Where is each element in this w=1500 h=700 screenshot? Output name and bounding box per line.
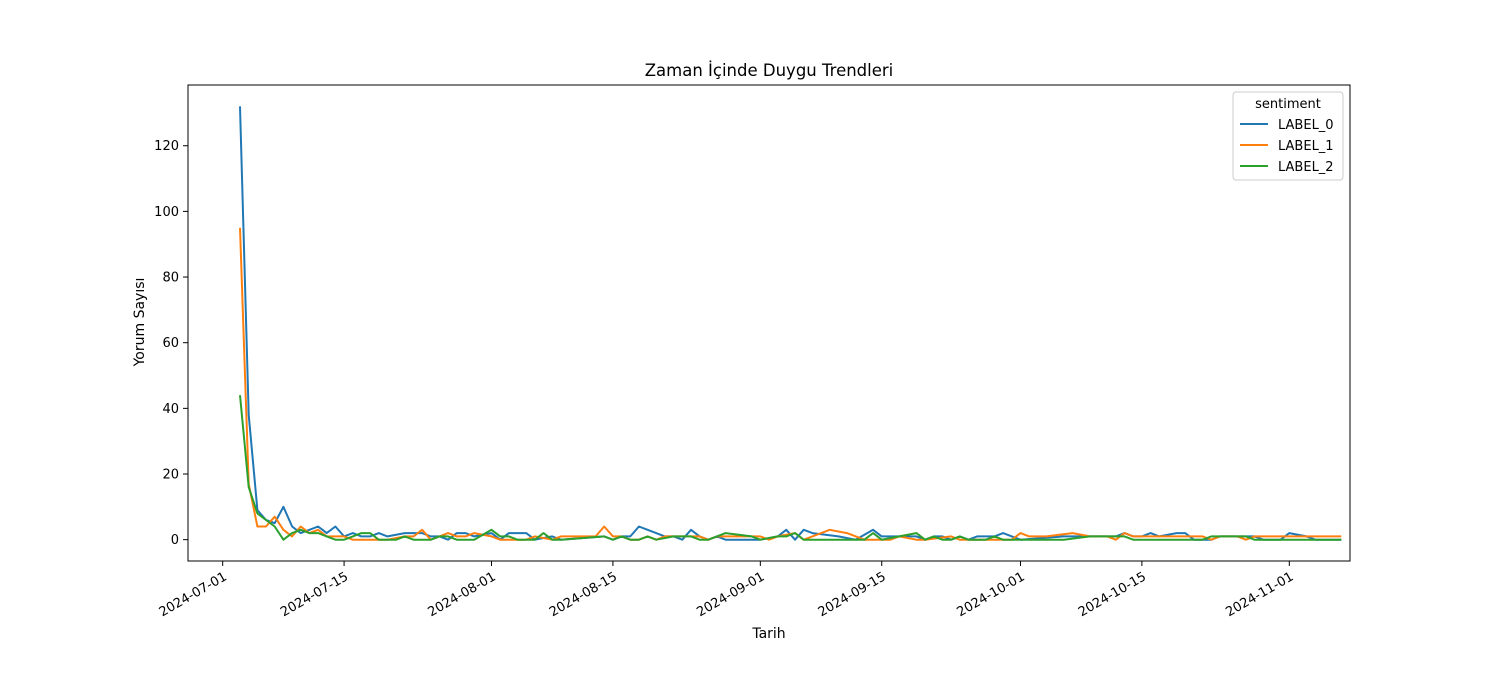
x-axis-label: Tarih (751, 626, 785, 642)
legend-entry-label-2: LABEL_2 (1278, 160, 1334, 175)
chart-title: Zaman İçinde Duygu Trendleri (645, 61, 894, 80)
plot-frame (187, 84, 1351, 562)
legend-entry-label-0: LABEL_0 (1278, 118, 1334, 133)
y-tick-label: 40 (162, 402, 179, 417)
y-tick-label: 60 (162, 336, 179, 351)
legend-title: sentiment (1255, 97, 1321, 112)
legend-box (1232, 91, 1344, 181)
legend-entry-label-1: LABEL_1 (1278, 139, 1334, 154)
legend: sentiment LABEL_0 LABEL_1 LABEL_2 (1232, 91, 1344, 181)
series-layer (239, 106, 1342, 541)
y-tick-label: 80 (162, 271, 179, 286)
y-tick-label: 100 (154, 205, 179, 220)
y-tick-label: 120 (154, 139, 179, 154)
series-line-label-2 (239, 395, 1342, 541)
y-tick-label: 0 (171, 533, 179, 548)
y-tick-label: 20 (162, 468, 179, 483)
y-axis-label: Yorum Sayısı (132, 278, 148, 368)
